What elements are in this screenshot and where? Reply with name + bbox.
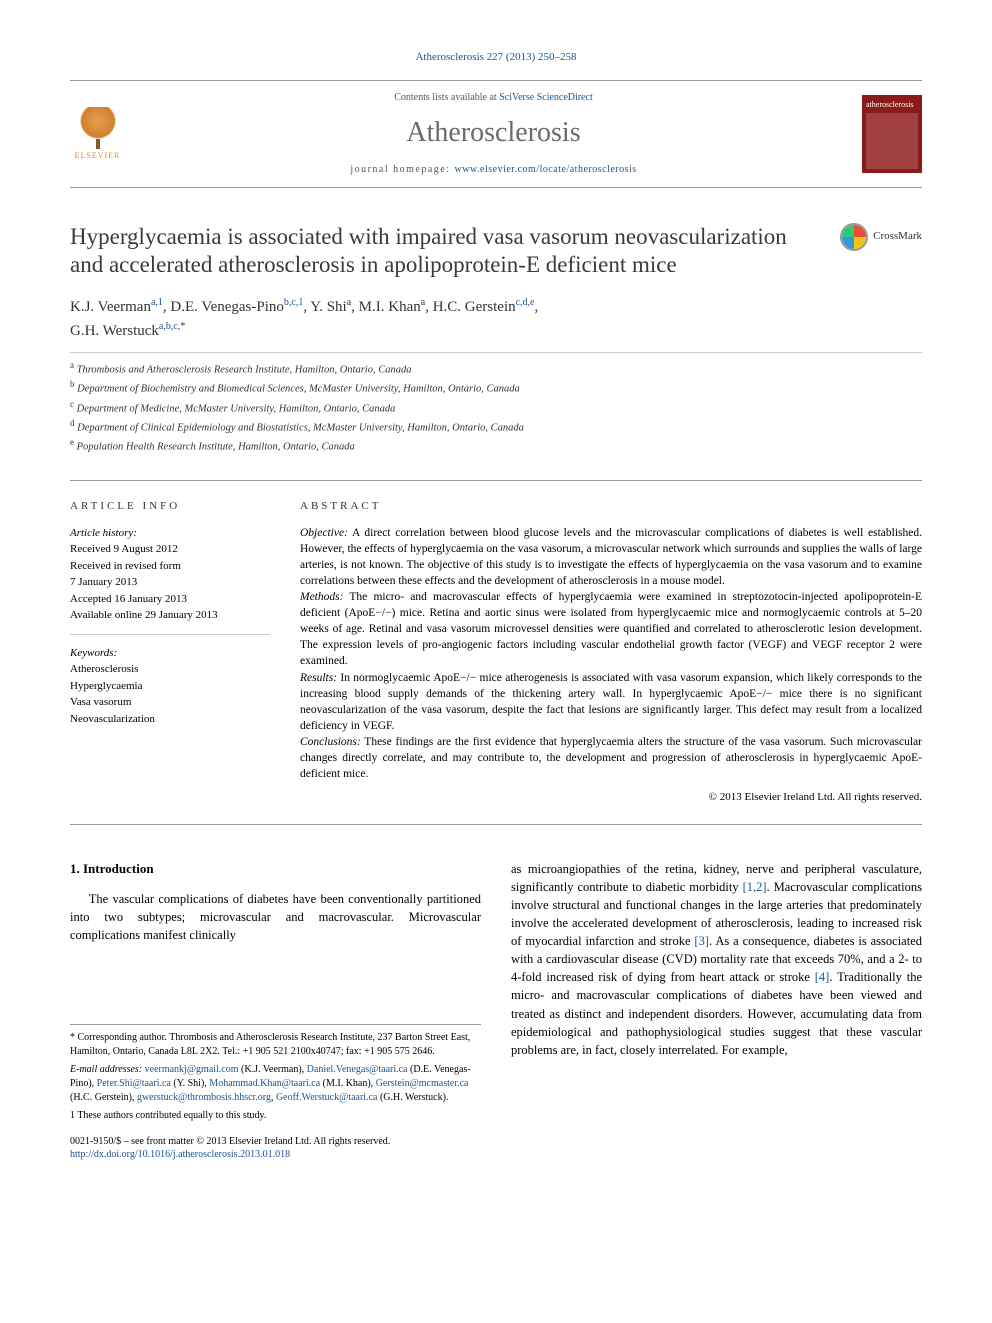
- homepage-link[interactable]: www.elsevier.com/locate/atherosclerosis: [455, 164, 637, 175]
- crossmark-icon: [840, 223, 868, 251]
- conclusions-label: Conclusions:: [300, 736, 361, 748]
- results-label: Results:: [300, 672, 337, 684]
- keyword: Vasa vasorum: [70, 694, 270, 711]
- email-who: (M.I. Khan),: [320, 1078, 376, 1089]
- author-affil-sup: a,b,c,: [159, 321, 180, 332]
- journal-cover: atherosclerosis: [862, 95, 922, 173]
- history-label: Article history:: [70, 525, 270, 542]
- email-link[interactable]: Daniel.Venegas@taari.ca: [307, 1064, 408, 1075]
- affiliation: Department of Biochemistry and Biomedica…: [77, 384, 520, 395]
- issn-line: 0021-9150/$ – see front matter © 2013 El…: [70, 1135, 481, 1148]
- author: M.I. Khan: [359, 299, 421, 315]
- email-link[interactable]: Geoff.Werstuck@taari.ca: [276, 1092, 378, 1103]
- cover-image-placeholder: [866, 113, 918, 169]
- keywords-label: Keywords:: [70, 645, 270, 662]
- affiliation: Population Health Research Institute, Ha…: [77, 442, 355, 453]
- doi-link[interactable]: http://dx.doi.org/10.1016/j.atherosclero…: [70, 1149, 290, 1160]
- citation-line: Atherosclerosis 227 (2013) 250–258: [70, 50, 922, 65]
- author: Y. Shi: [310, 299, 346, 315]
- results-text: In normoglycaemic ApoE−/− mice atherogen…: [300, 672, 922, 732]
- ref-link[interactable]: [3]: [694, 934, 709, 948]
- objective-text: A direct correlation between blood gluco…: [300, 527, 922, 587]
- body-text-right: as microangiopathies of the retina, kidn…: [511, 860, 922, 1059]
- keyword: Hyperglycaemia: [70, 678, 270, 695]
- body-columns: 1. Introduction The vascular complicatio…: [70, 860, 922, 1162]
- left-column: 1. Introduction The vascular complicatio…: [70, 860, 481, 1162]
- email-link[interactable]: Peter.Shi@taari.ca: [97, 1078, 171, 1089]
- email-who: (H.C. Gerstein),: [70, 1092, 137, 1103]
- revised-line2: 7 January 2013: [70, 574, 270, 591]
- section-heading: 1. Introduction: [70, 860, 481, 878]
- author: G.H. Werstuck: [70, 323, 159, 339]
- footer-meta: 0021-9150/$ – see front matter © 2013 El…: [70, 1135, 481, 1161]
- body-text-left: The vascular complications of diabetes h…: [70, 890, 481, 944]
- ref-link[interactable]: [1,2]: [743, 880, 767, 894]
- abstract-copyright: © 2013 Elsevier Ireland Ltd. All rights …: [300, 790, 922, 805]
- elsevier-tree-icon: [78, 107, 118, 147]
- accepted-date: Accepted 16 January 2013: [70, 591, 270, 608]
- online-date: Available online 29 January 2013: [70, 607, 270, 624]
- article-info-heading: ARTICLE INFO: [70, 499, 270, 514]
- affiliations: a Thrombosis and Atherosclerosis Researc…: [70, 352, 922, 455]
- affiliation: Thrombosis and Atherosclerosis Research …: [77, 365, 412, 376]
- elsevier-label: ELSEVIER: [75, 150, 121, 161]
- author-affil-sup: a: [421, 297, 425, 308]
- intro-para-left: The vascular complications of diabetes h…: [70, 890, 481, 944]
- cover-title: atherosclerosis: [866, 99, 918, 110]
- abstract-body: Objective: A direct correlation between …: [300, 525, 922, 783]
- email-link[interactable]: veermankj@gmail.com: [145, 1064, 239, 1075]
- email-who: (G.H. Werstuck).: [377, 1092, 448, 1103]
- author-list: K.J. Veermana,1, D.E. Venegas-Pinob,c,1,…: [70, 295, 922, 342]
- conclusions-text: These findings are the first evidence th…: [300, 736, 922, 780]
- author: D.E. Venegas-Pino: [170, 299, 283, 315]
- elsevier-logo: ELSEVIER: [70, 104, 125, 164]
- author-affil-sup: c,d,e: [516, 297, 535, 308]
- sciencedirect-link[interactable]: SciVerse ScienceDirect: [499, 92, 593, 103]
- corresponding-marker: *: [180, 321, 185, 332]
- footnotes: * Corresponding author. Thrombosis and A…: [70, 1024, 481, 1123]
- email-who: (K.J. Veerman),: [239, 1064, 307, 1075]
- abstract: ABSTRACT Objective: A direct correlation…: [300, 499, 922, 805]
- objective-label: Objective:: [300, 527, 348, 539]
- email-label: E-mail addresses:: [70, 1064, 142, 1075]
- contents-prefix: Contents lists available at: [394, 92, 499, 103]
- header-center: Contents lists available at SciVerse Sci…: [140, 91, 847, 176]
- homepage-prefix: journal homepage:: [350, 164, 454, 175]
- received-date: Received 9 August 2012: [70, 541, 270, 558]
- methods-text: The micro- and macrovascular effects of …: [300, 591, 922, 667]
- email-link[interactable]: Mohammad.Khan@taari.ca: [209, 1078, 320, 1089]
- methods-label: Methods:: [300, 591, 343, 603]
- journal-name: Atherosclerosis: [140, 113, 847, 152]
- right-column: as microangiopathies of the retina, kidn…: [511, 860, 922, 1162]
- affiliation: Department of Medicine, McMaster Univers…: [77, 403, 396, 414]
- keyword: Neovascularization: [70, 711, 270, 728]
- author: K.J. Veerman: [70, 299, 151, 315]
- crossmark-badge[interactable]: CrossMark: [840, 223, 922, 251]
- journal-header: ELSEVIER Contents lists available at Sci…: [70, 80, 922, 187]
- article-title: Hyperglycaemia is associated with impair…: [70, 223, 820, 281]
- author-affil-sup: a,1: [151, 297, 163, 308]
- abstract-heading: ABSTRACT: [300, 499, 922, 514]
- revised-line1: Received in revised form: [70, 558, 270, 575]
- email-link[interactable]: gwerstuck@thrombosis.hhscr.org: [137, 1092, 271, 1103]
- author-affil-sup: b,c,1: [284, 297, 303, 308]
- author-affil-sup: a: [347, 297, 351, 308]
- email-link[interactable]: Gerstein@mcmaster.ca: [376, 1078, 469, 1089]
- affiliation: Department of Clinical Epidemiology and …: [77, 422, 524, 433]
- email-who: (Y. Shi),: [171, 1078, 209, 1089]
- homepage-line: journal homepage: www.elsevier.com/locat…: [140, 163, 847, 177]
- corresponding-footnote: * Corresponding author. Thrombosis and A…: [70, 1031, 481, 1059]
- contents-line: Contents lists available at SciVerse Sci…: [140, 91, 847, 105]
- author: H.C. Gerstein: [433, 299, 516, 315]
- crossmark-label: CrossMark: [873, 229, 922, 244]
- keyword: Atherosclerosis: [70, 661, 270, 678]
- article-info: ARTICLE INFO Article history: Received 9…: [70, 499, 270, 805]
- ref-link[interactable]: [4]: [815, 970, 830, 984]
- equal-contribution-note: 1 These authors contributed equally to t…: [70, 1109, 481, 1123]
